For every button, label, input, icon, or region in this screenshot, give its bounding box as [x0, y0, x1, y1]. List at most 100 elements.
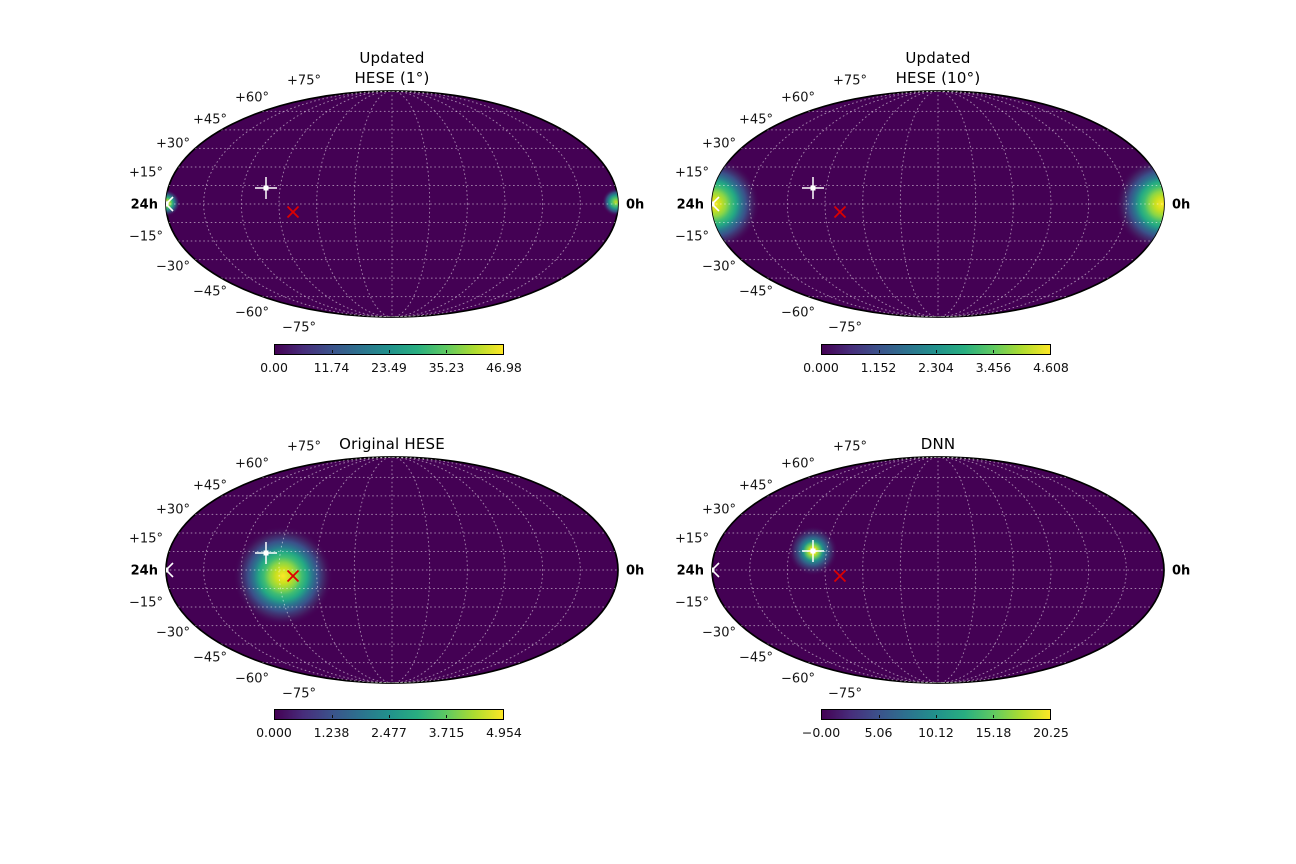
dec-label: −60°	[781, 306, 815, 321]
ra-label-0h: 0h	[1172, 198, 1190, 213]
graticule-meridian	[786, 91, 1090, 317]
graticule-meridian	[203, 91, 581, 317]
dec-label: +15°	[675, 166, 709, 181]
dec-label: +75°	[833, 74, 867, 89]
graticule-meridian	[899, 457, 977, 683]
dec-label: −15°	[129, 596, 163, 611]
colorbar-tick-label: 11.74	[313, 360, 350, 375]
colorbar-tick-mark	[879, 349, 880, 353]
dec-label: +45°	[739, 113, 773, 128]
edge-x-marker	[166, 567, 169, 573]
graticule-meridian	[899, 91, 977, 317]
colorbar-tick-mark	[332, 714, 333, 718]
dec-label: −75°	[282, 321, 316, 336]
edge-x-marker	[712, 196, 720, 212]
colorbar-tick-label: 4.608	[1033, 360, 1069, 375]
map-title-line2: HESE (10°)	[895, 69, 981, 87]
graticule-meridian	[278, 457, 506, 683]
dec-label: −15°	[675, 596, 709, 611]
dec-label: −45°	[193, 285, 227, 300]
dec-label: −60°	[235, 672, 269, 687]
dec-label: +60°	[781, 457, 815, 472]
skymap-dnn: +75° +60° +45°+30° +15° −15° −30°−45° −60° −75°…	[675, 440, 1190, 702]
colorbar-tick-label: 35.23	[428, 360, 465, 375]
colorbar-tick-mark	[446, 714, 447, 718]
colorbar-tick-mark	[936, 714, 937, 718]
graticule-meridian	[749, 457, 1127, 683]
dec-label: +60°	[781, 91, 815, 106]
graticule-meridian	[240, 457, 544, 683]
colorbar-dnn: −0.00 5.06 10.12 15.18 20.25	[802, 709, 1069, 740]
map-title-original-hese: Original HESE	[232, 412, 552, 454]
red-x-marker	[286, 569, 300, 583]
red-x-marker	[286, 205, 300, 219]
colorbar-gradient	[821, 344, 1051, 355]
dec-label: −45°	[739, 651, 773, 666]
graticule-meridian	[749, 91, 1127, 317]
dec-label: +15°	[129, 166, 163, 181]
colorbar-tick-label: 4.954	[486, 725, 522, 740]
colorbar-tick-label: 2.477	[371, 725, 407, 740]
ra-label-24h: 24h	[131, 564, 158, 579]
sky-clipped-layer	[712, 91, 1164, 317]
edge-x-marker	[166, 196, 174, 212]
dec-label: −30°	[702, 626, 736, 641]
ra-label-0h: 0h	[626, 564, 644, 579]
dec-label: −60°	[781, 672, 815, 687]
dec-label: +75°	[287, 440, 321, 455]
dec-label: +45°	[739, 479, 773, 494]
graticule-meridian	[203, 457, 581, 683]
dec-label: +30°	[702, 137, 736, 152]
ra-label-24h: 24h	[131, 198, 158, 213]
ra-label-24h: 24h	[677, 198, 704, 213]
ra-label-0h: 0h	[1172, 564, 1190, 579]
dec-label: −45°	[739, 285, 773, 300]
colorbar-tick-label: 1.152	[860, 360, 897, 375]
colorbar-tick-mark	[446, 349, 447, 353]
dec-label: +75°	[833, 440, 867, 455]
graticule-meridian	[862, 457, 1014, 683]
hotspot-main	[233, 526, 333, 626]
ra-label-0h: 0h	[626, 198, 644, 213]
colorbar-tick-label: 5.06	[864, 725, 893, 740]
graticule-meridian	[240, 91, 544, 317]
white-plus-marker	[810, 548, 816, 554]
dec-label: −60°	[235, 306, 269, 321]
edge-x-marker	[166, 201, 169, 207]
dec-label: +45°	[193, 113, 227, 128]
ra-label-24h: 24h	[677, 564, 704, 579]
colorbar-updated-hese-10deg: 0.000 1.152 2.304 3.456 4.608	[803, 344, 1069, 375]
red-x-marker	[833, 205, 847, 219]
colorbar-original-hese: 0.000 1.238 2.477 3.715 4.954	[256, 709, 522, 740]
edge-x-marker	[712, 196, 720, 212]
sky-clipped-layer	[166, 457, 618, 683]
dec-label: +30°	[702, 503, 736, 518]
hotspot-right-edge	[602, 188, 618, 216]
colorbar-tick-mark	[993, 714, 994, 718]
white-plus-marker	[263, 550, 269, 556]
colorbar-tick-label: 2.304	[918, 360, 954, 375]
graticule-meridian	[824, 91, 1052, 317]
dec-label: +30°	[156, 137, 190, 152]
white-plus-marker	[810, 185, 816, 191]
graticule-meridian	[862, 91, 1014, 317]
colorbar-tick-label: 10.12	[918, 725, 954, 740]
edge-x-marker	[166, 562, 174, 578]
map-title-line1: Updated	[905, 49, 971, 67]
colorbar-tick-mark	[332, 349, 333, 353]
colorbar-tick-label: 0.000	[803, 360, 839, 375]
dec-label: −15°	[675, 230, 709, 245]
graticule-meridian	[316, 457, 468, 683]
edge-x-marker	[712, 562, 720, 578]
map-title-line2: HESE (1°)	[354, 69, 430, 87]
dec-label: −75°	[828, 321, 862, 336]
dec-label: +15°	[129, 532, 163, 547]
colorbar-tick-mark	[389, 714, 390, 718]
graticule-meridian	[786, 457, 1090, 683]
colorbar-tick-label: −0.00	[801, 725, 841, 740]
map-title-updated-hese-1deg: Updated HESE (1°)	[232, 46, 552, 88]
dec-label: −45°	[193, 651, 227, 666]
skymap-original-hese: +75° +60° +45°+30° +15° −15° −30°−45° −60° −75°…	[129, 440, 644, 702]
graticule-meridian	[278, 91, 506, 317]
dec-label: −30°	[156, 260, 190, 275]
